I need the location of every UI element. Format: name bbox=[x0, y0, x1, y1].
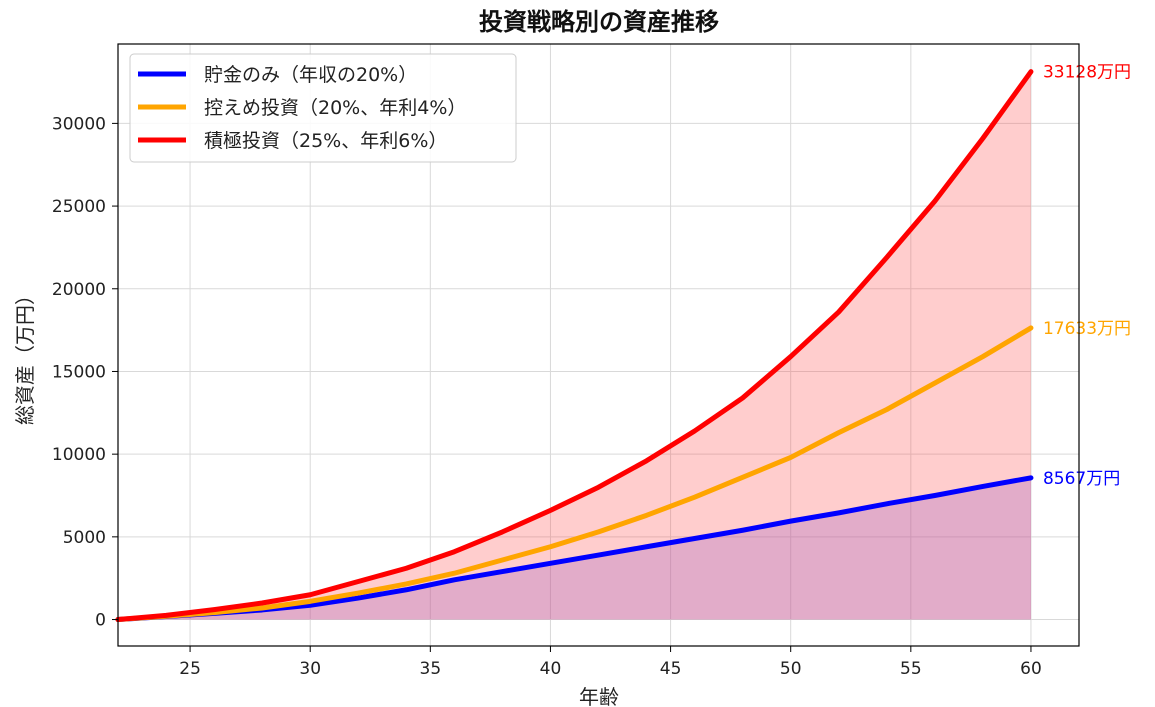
legend-box bbox=[129, 53, 517, 163]
end-label-0: 8567万円 bbox=[1043, 469, 1120, 489]
y-tick-label: 5000 bbox=[63, 528, 106, 548]
x-tick-label: 35 bbox=[420, 659, 442, 679]
series-line-1 bbox=[115, 325, 1034, 623]
x-tick-label: 40 bbox=[540, 659, 562, 679]
fill-area-0 bbox=[118, 477, 1031, 620]
grid bbox=[118, 44, 1079, 646]
y-tick-label: 0 bbox=[95, 611, 106, 631]
end-label-1: 17633万円 bbox=[1043, 319, 1131, 339]
x-axis-label: 年齢 bbox=[579, 685, 619, 707]
y-tick-label: 20000 bbox=[52, 280, 106, 300]
legend-label: 貯金のみ（年収の20%） bbox=[204, 64, 417, 86]
plot-frame bbox=[117, 43, 1080, 647]
x-tick-label: 50 bbox=[780, 659, 802, 679]
end-label-2: 33128万円 bbox=[1043, 63, 1131, 83]
x-tick-label: 30 bbox=[299, 659, 321, 679]
series-lines bbox=[115, 69, 1034, 623]
legend-label: 積極投資（25%、年利6%） bbox=[204, 130, 447, 152]
x-tick-label: 55 bbox=[900, 659, 922, 679]
y-tick-label: 30000 bbox=[52, 114, 106, 134]
legend: 貯金のみ（年収の20%） 控えめ投資（20%、年利4%） 積極投資（25%、年利6%… bbox=[129, 53, 517, 163]
end-labels: 8567万円 17633万円 33128万円 bbox=[1043, 63, 1131, 489]
y-tick-label: 15000 bbox=[52, 362, 106, 382]
x-tick-label: 45 bbox=[660, 659, 682, 679]
chart-title: 投資戦略別の資産推移 bbox=[479, 8, 719, 36]
y-tick-label: 10000 bbox=[52, 445, 106, 465]
series-line-2 bbox=[115, 69, 1034, 623]
fill-areas bbox=[118, 71, 1031, 620]
y-tick-label: 25000 bbox=[52, 197, 106, 217]
x-tick-label: 25 bbox=[179, 659, 201, 679]
axis-ticks: 25 30 35 40 45 50 55 60 0 5000 10000 15000 20000 2500… bbox=[52, 114, 1042, 679]
legend-label: 控えめ投資（20%、年利4%） bbox=[204, 97, 466, 119]
x-tick-label: 60 bbox=[1020, 659, 1042, 679]
y-axis-label: 総資産（万円） bbox=[13, 285, 37, 425]
fill-area-1 bbox=[118, 71, 1031, 620]
